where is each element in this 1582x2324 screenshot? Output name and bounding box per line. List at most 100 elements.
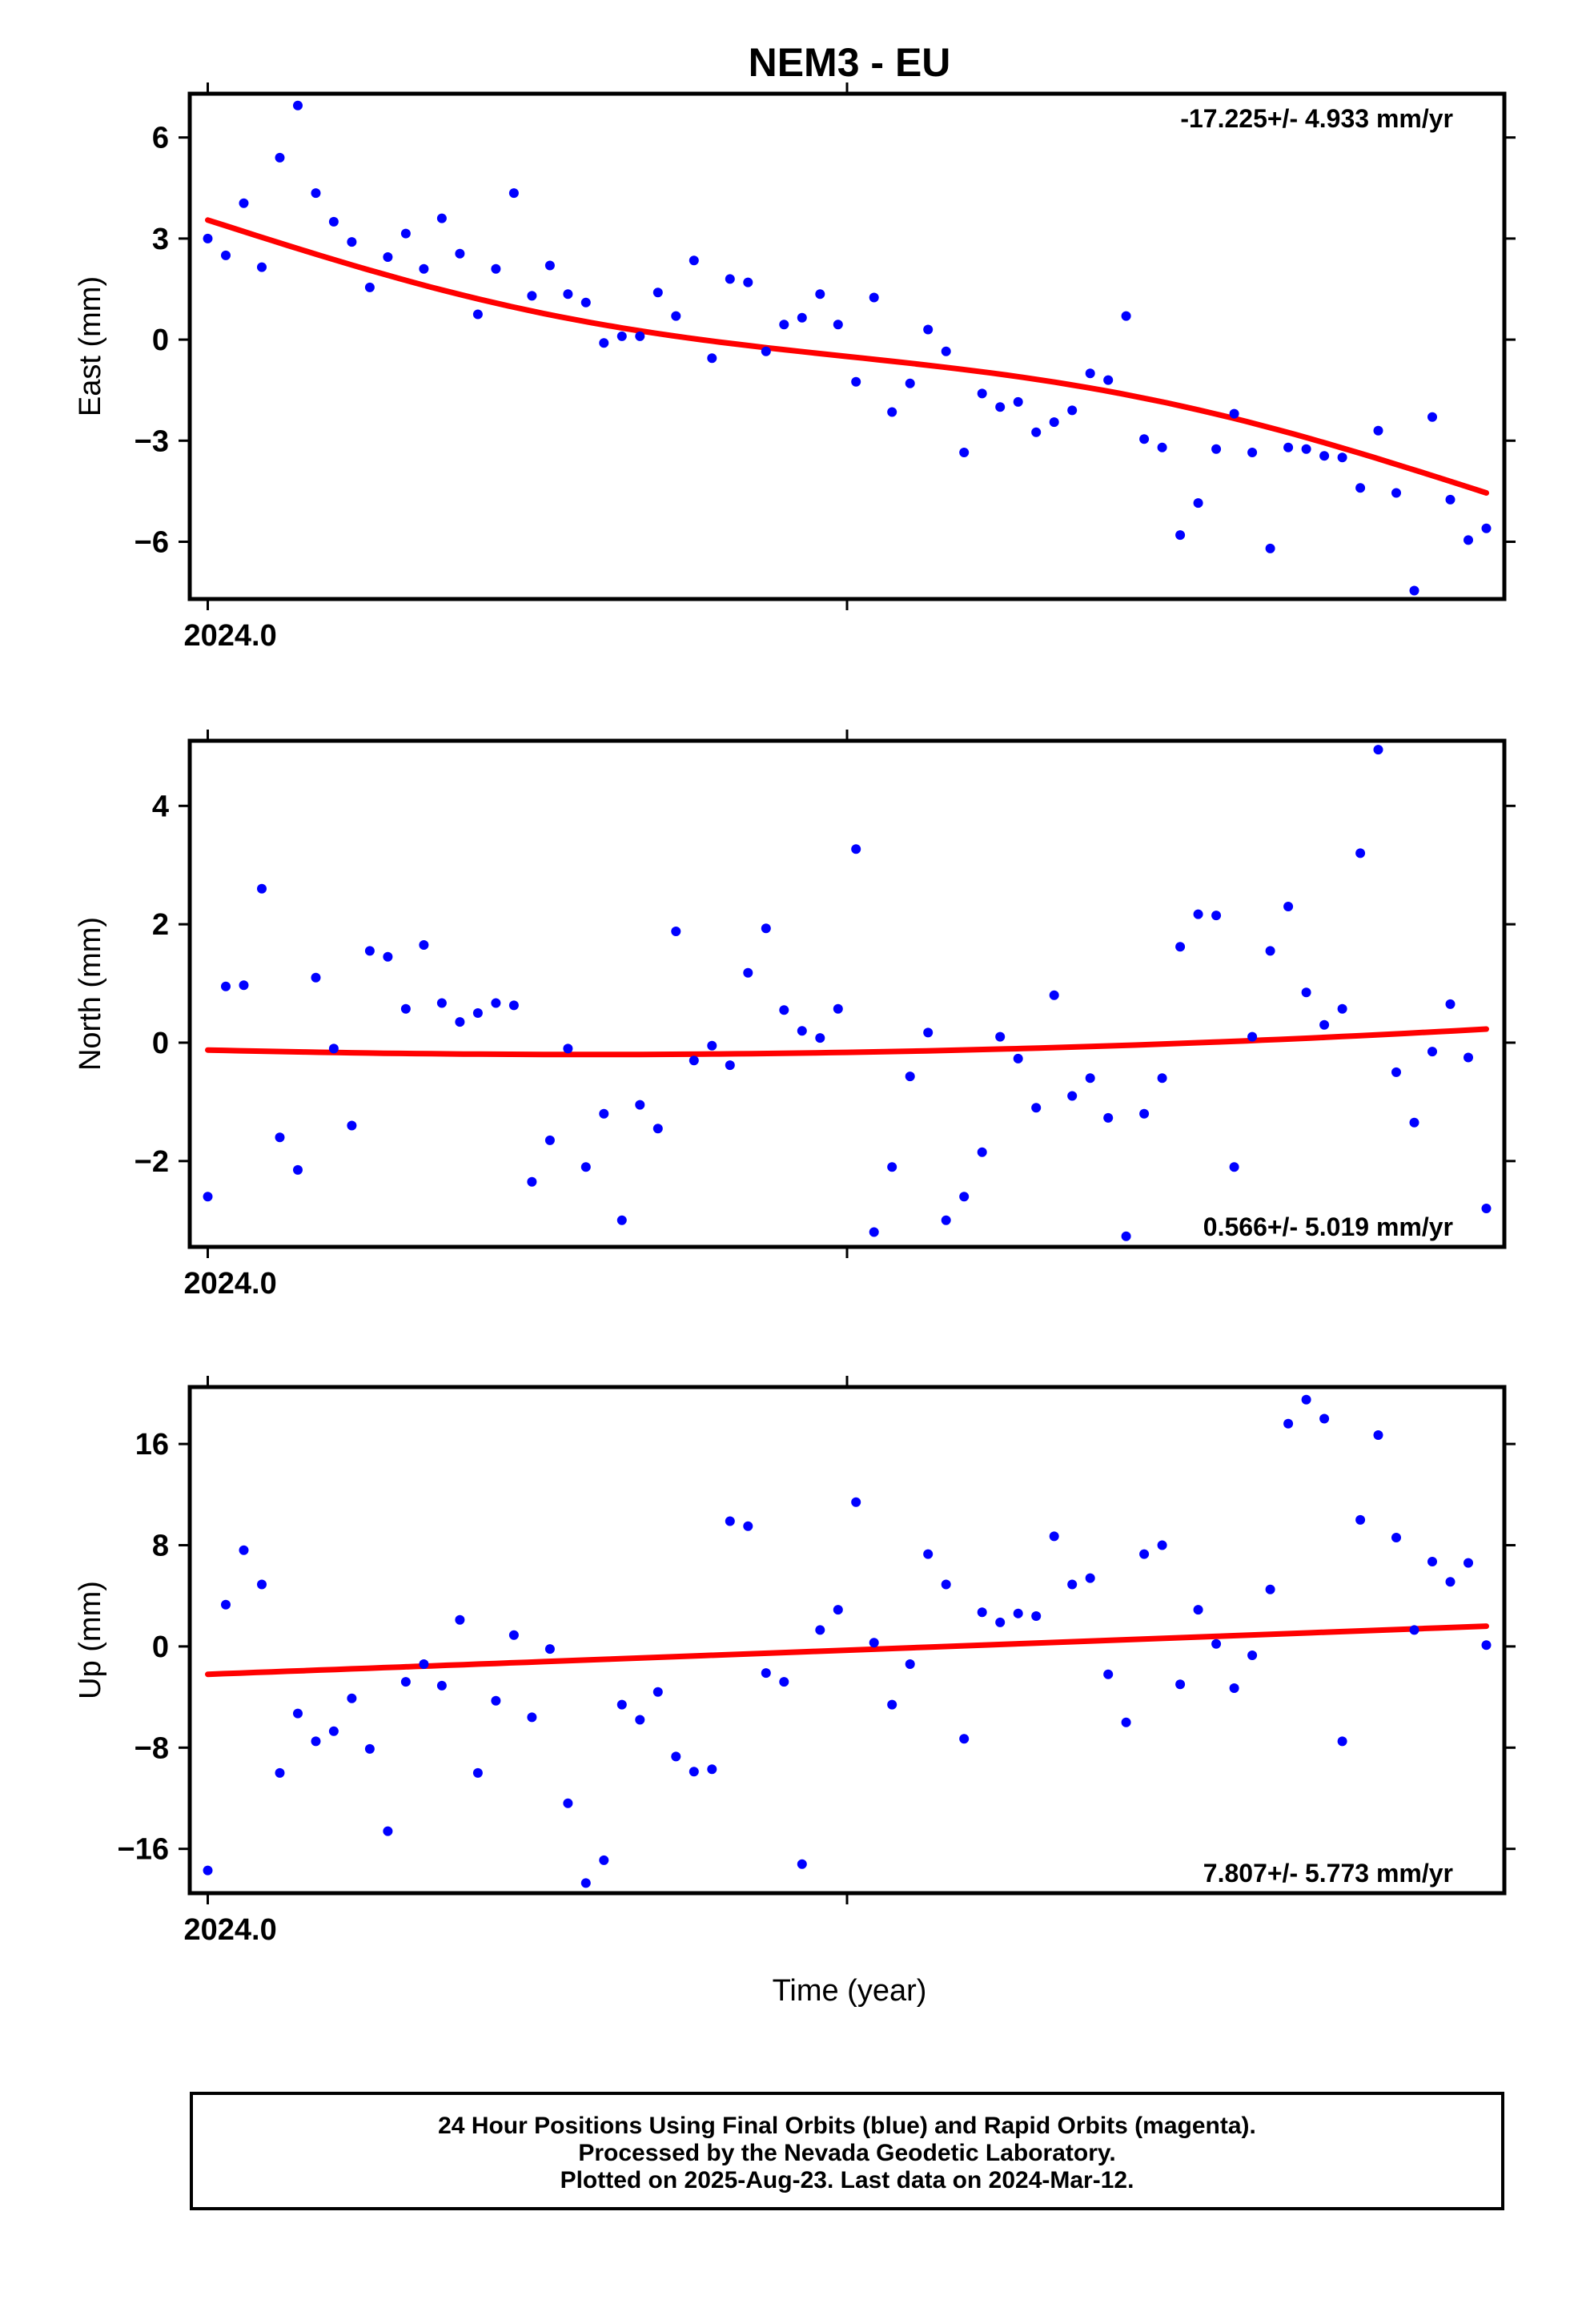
data-point [311, 188, 321, 199]
data-point [239, 198, 249, 208]
y-tick-label: 0 [152, 324, 169, 357]
data-point [544, 1644, 555, 1655]
x-tick-label: 2024.0 [183, 619, 276, 653]
data-point [1229, 408, 1239, 419]
data-point [257, 1579, 267, 1590]
data-point [815, 1625, 825, 1635]
data-point [1121, 1231, 1131, 1241]
data-point [995, 402, 1006, 412]
data-point [580, 1878, 591, 1888]
y-tick-label: −2 [135, 1145, 169, 1179]
data-point [563, 1043, 573, 1054]
data-point [1103, 1669, 1114, 1679]
y-tick-label: 6 [152, 122, 169, 155]
data-point [328, 1043, 339, 1054]
data-point [761, 1668, 771, 1679]
y-tick-label: −6 [135, 525, 169, 559]
data-point [1481, 1640, 1492, 1651]
caption-box: 24 Hour Positions Using Final Orbits (bl… [190, 2092, 1504, 2210]
data-point [275, 1132, 285, 1143]
data-point [635, 331, 645, 341]
data-point [1481, 1204, 1492, 1213]
y-tick-label: 2 [152, 908, 169, 942]
data-point [1031, 427, 1042, 437]
data-point [455, 1017, 465, 1027]
data-point [1211, 444, 1222, 454]
data-point [419, 940, 429, 950]
panel-1: −6 −3 0 3 6 2024.0 East (mm) -17.225+/- 4.933 m… [74, 82, 1516, 653]
data-point [635, 1715, 645, 1725]
data-point [869, 1638, 879, 1648]
data-point [869, 1227, 879, 1237]
data-point [1211, 1638, 1222, 1649]
data-point [364, 1743, 375, 1754]
data-point [815, 1033, 825, 1043]
data-point [977, 1147, 987, 1157]
data-point [1085, 368, 1095, 379]
data-point [1373, 1430, 1383, 1440]
data-point [905, 1072, 915, 1082]
data-point [1139, 1108, 1150, 1119]
data-point [436, 1680, 447, 1691]
data-point [1283, 442, 1294, 452]
data-point [743, 1521, 753, 1531]
data-point [616, 331, 627, 341]
y-tick-label: 0 [152, 1630, 169, 1664]
data-point [1247, 1031, 1258, 1042]
data-point [419, 1659, 429, 1669]
data-point [1229, 1162, 1239, 1172]
data-point [472, 309, 483, 320]
data-point [1481, 523, 1492, 533]
x-tick-label: 2024.0 [183, 1913, 276, 1947]
data-point [1355, 848, 1366, 858]
fit-line [205, 1623, 1489, 1678]
data-point [1193, 909, 1203, 919]
data-point [959, 1192, 970, 1202]
data-point [1265, 1584, 1275, 1594]
data-point [833, 1605, 843, 1615]
data-point [1391, 1533, 1401, 1542]
data-point [203, 233, 213, 243]
data-point [400, 228, 411, 239]
data-point [347, 1120, 357, 1131]
data-point [941, 346, 951, 356]
panel-2: −2 0 2 4 2024.0 North (mm) 0.566+/- 5.019 mm/y… [74, 730, 1516, 1301]
data-point [887, 1162, 897, 1172]
data-point [203, 1192, 213, 1202]
data-point [1031, 1103, 1042, 1113]
data-point [1319, 1019, 1330, 1030]
y-tick-label: 4 [152, 790, 169, 823]
y-tick-label: 8 [152, 1530, 169, 1563]
data-point [580, 297, 591, 308]
data-point [1265, 543, 1275, 553]
data-point [1085, 1073, 1095, 1084]
data-point [1427, 1557, 1437, 1566]
data-point [472, 1767, 483, 1778]
data-point [689, 1767, 699, 1777]
y-axis-label: Up (mm) [74, 1581, 107, 1699]
data-point [275, 1767, 285, 1778]
data-point [383, 1826, 393, 1836]
data-point [455, 1614, 465, 1625]
data-point [472, 1008, 483, 1018]
data-point [383, 951, 393, 962]
data-point [1445, 999, 1456, 1009]
data-point [1049, 417, 1059, 428]
data-point [1193, 498, 1203, 509]
data-point [1193, 1605, 1203, 1615]
data-point [257, 883, 267, 894]
data-point [1085, 1573, 1095, 1583]
data-point [1175, 1679, 1186, 1690]
data-point [1283, 902, 1294, 911]
plot-frame [187, 738, 1507, 1249]
data-point [1103, 1112, 1114, 1123]
data-point [652, 1124, 663, 1134]
data-point [347, 1693, 357, 1703]
data-point [1049, 1531, 1059, 1542]
data-point [1157, 442, 1167, 452]
data-point [652, 287, 663, 298]
data-point [527, 1176, 537, 1187]
data-point [563, 289, 573, 300]
data-point [725, 274, 735, 284]
data-point [1139, 1549, 1150, 1559]
